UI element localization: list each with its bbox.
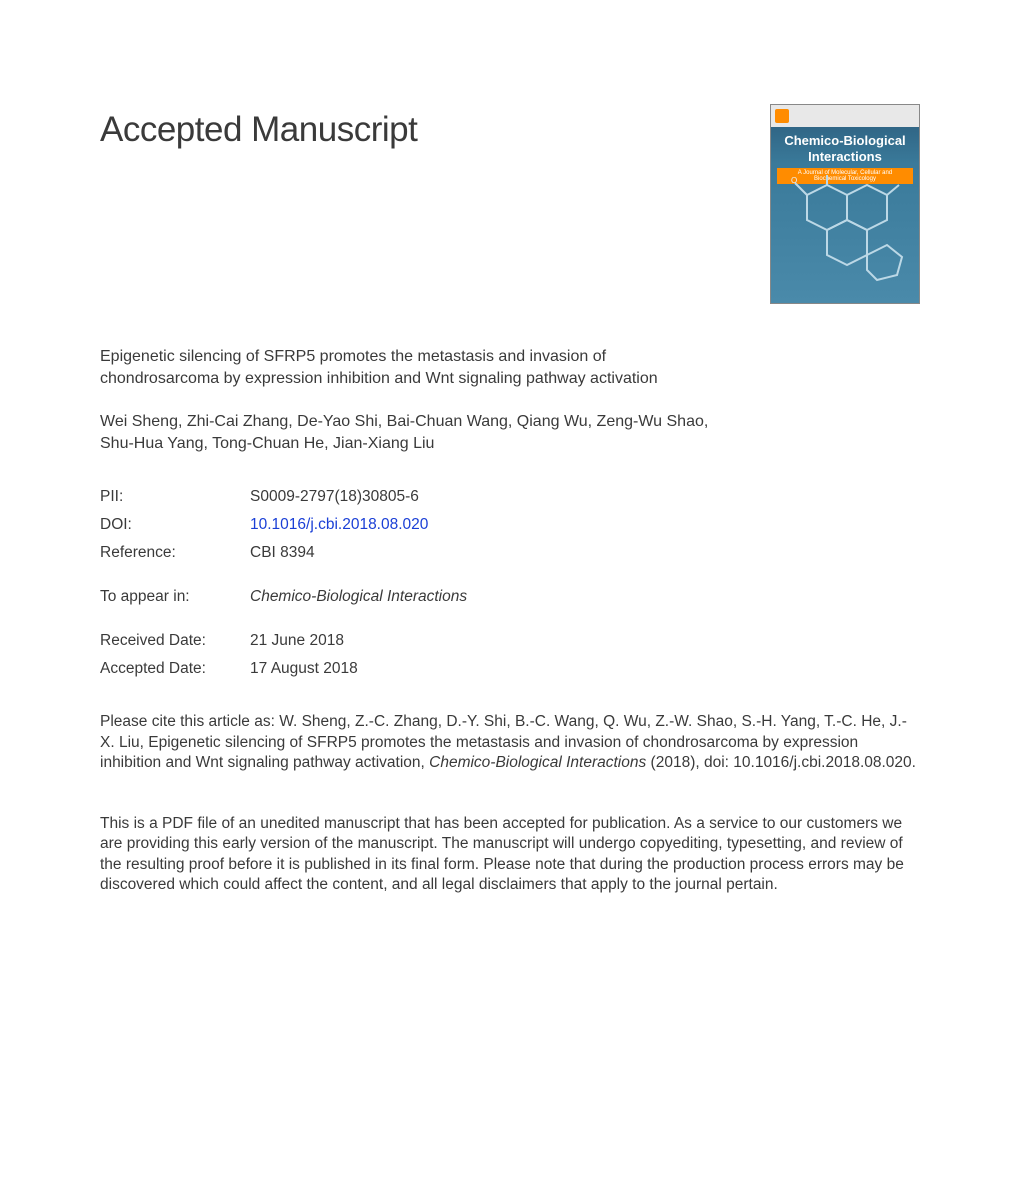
meta-row-pii: PII: S0009-2797(18)30805-6 — [100, 488, 920, 506]
molecule-illustration-icon: O NH — [777, 175, 915, 295]
doi-link[interactable]: 10.1016/j.cbi.2018.08.020 — [250, 516, 428, 534]
cover-title-line1: Chemico-Biological — [784, 133, 905, 148]
accepted-value: 17 August 2018 — [250, 660, 358, 678]
article-title: Epigenetic silencing of SFRP5 promotes t… — [100, 346, 700, 389]
cover-topbar — [771, 105, 919, 127]
manuscript-page: Accepted Manuscript Chemico-Biological I… — [0, 0, 1020, 956]
received-value: 21 June 2018 — [250, 632, 344, 650]
received-label: Received Date: — [100, 632, 250, 650]
cover-title-line2: Interactions — [808, 149, 882, 164]
meta-row-reference: Reference: CBI 8394 — [100, 544, 920, 562]
metadata-table: PII: S0009-2797(18)30805-6 DOI: 10.1016/… — [100, 488, 920, 678]
header-row: Accepted Manuscript Chemico-Biological I… — [100, 110, 920, 304]
citation-paragraph: Please cite this article as: W. Sheng, Z… — [100, 712, 920, 773]
accepted-label: Accepted Date: — [100, 660, 250, 678]
meta-row-appear: To appear in: Chemico-Biological Interac… — [100, 588, 920, 606]
meta-row-received: Received Date: 21 June 2018 — [100, 632, 920, 650]
appear-label: To appear in: — [100, 588, 250, 606]
citation-suffix: (2018), doi: 10.1016/j.cbi.2018.08.020. — [646, 754, 916, 771]
appear-value: Chemico-Biological Interactions — [250, 588, 467, 606]
svg-text:O: O — [791, 176, 797, 185]
cover-journal-title: Chemico-Biological Interactions — [771, 127, 919, 166]
publisher-mark-icon — [775, 109, 789, 123]
doi-label: DOI: — [100, 516, 250, 534]
pii-label: PII: — [100, 488, 250, 506]
authors-list: Wei Sheng, Zhi-Cai Zhang, De-Yao Shi, Ba… — [100, 411, 740, 454]
citation-journal: Chemico-Biological Interactions — [429, 754, 646, 771]
meta-row-accepted: Accepted Date: 17 August 2018 — [100, 660, 920, 678]
page-title: Accepted Manuscript — [100, 110, 417, 150]
reference-label: Reference: — [100, 544, 250, 562]
pii-value: S0009-2797(18)30805-6 — [250, 488, 419, 506]
meta-row-doi: DOI: 10.1016/j.cbi.2018.08.020 — [100, 516, 920, 534]
disclaimer-paragraph: This is a PDF file of an unedited manusc… — [100, 814, 920, 896]
reference-value: CBI 8394 — [250, 544, 315, 562]
journal-cover-thumbnail: Chemico-Biological Interactions A Journa… — [770, 104, 920, 304]
